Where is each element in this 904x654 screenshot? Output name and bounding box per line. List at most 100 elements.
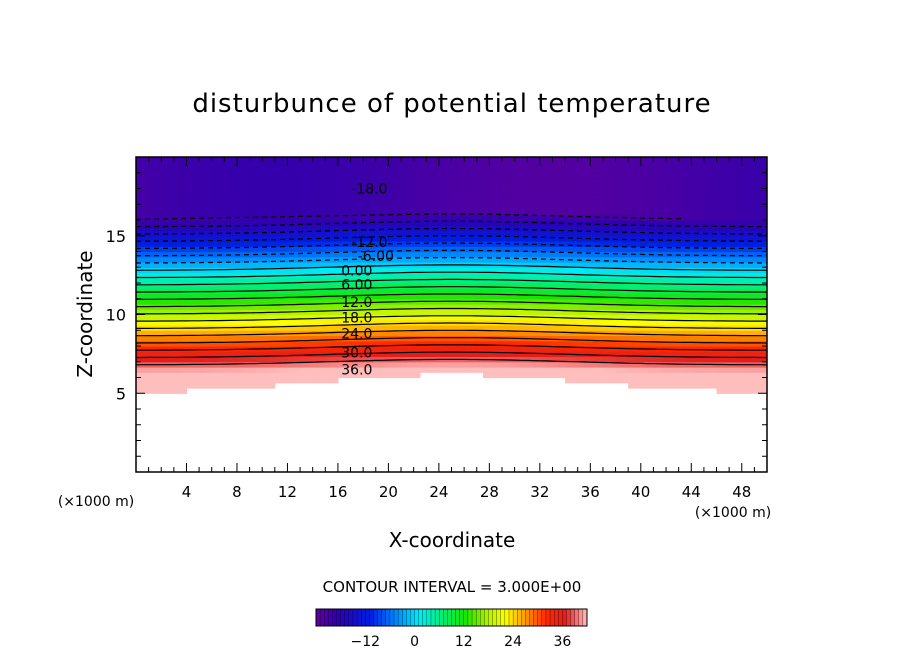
field-cell (470, 230, 478, 237)
field-cell (653, 256, 661, 263)
field-cell (382, 309, 389, 316)
field-cell (684, 225, 692, 232)
field-cell (419, 188, 427, 195)
field-cell (552, 340, 560, 347)
field-cell (703, 346, 711, 352)
field-cell (754, 314, 762, 321)
field-cell (596, 193, 604, 200)
field-cell (552, 272, 560, 279)
field-cell (716, 199, 724, 205)
field-cell (344, 188, 352, 195)
field-cell (413, 361, 421, 368)
field-cell (565, 204, 572, 211)
field-cell (741, 230, 749, 237)
field-cell (161, 340, 169, 347)
field-cell (722, 293, 730, 300)
field-cell (514, 199, 522, 205)
field-cell (293, 356, 301, 363)
field-cell (741, 256, 749, 263)
field-cell (167, 209, 175, 216)
field-cell (722, 183, 730, 190)
colorbar-swatch (574, 608, 580, 627)
field-cell (154, 183, 162, 190)
field-cell (388, 235, 396, 242)
field-cell (741, 183, 749, 190)
field-cell (407, 256, 415, 263)
field-cell (666, 172, 673, 179)
field-cell (596, 298, 604, 305)
field-cell (388, 246, 396, 253)
field-cell (501, 367, 509, 373)
field-cell (230, 162, 238, 169)
field-cell (249, 272, 257, 279)
field-cell (495, 325, 503, 331)
field-cell (306, 267, 314, 274)
field-cell (735, 256, 743, 263)
field-cell (426, 178, 434, 184)
field-cell (375, 319, 383, 326)
field-cell (230, 330, 238, 337)
field-cell (539, 167, 547, 174)
field-cell (697, 340, 705, 347)
field-cell (438, 172, 446, 179)
field-cell (457, 267, 465, 274)
field-cell (413, 304, 421, 310)
field-cell (552, 178, 560, 184)
field-cell (154, 241, 162, 247)
field-cell (666, 314, 673, 321)
field-cell (533, 172, 541, 179)
field-cell (476, 256, 484, 263)
field-cell (527, 172, 535, 179)
field-cell (672, 220, 680, 226)
field-cell (716, 351, 724, 358)
field-cell (331, 246, 339, 253)
field-cell (426, 330, 434, 337)
field-cell (451, 293, 459, 300)
field-cell (684, 293, 692, 300)
field-cell (325, 262, 333, 268)
field-cell (615, 277, 623, 284)
field-cell (413, 251, 421, 258)
field-cell (489, 157, 497, 163)
field-cell (306, 199, 314, 205)
field-cell (748, 319, 755, 326)
field-cell (634, 382, 642, 389)
field-cell (533, 293, 541, 300)
field-cell (539, 246, 547, 253)
field-cell (533, 241, 541, 247)
field-cell (419, 340, 427, 347)
field-cell (552, 162, 560, 169)
field-cell (173, 382, 181, 389)
field-cell (666, 241, 673, 247)
field-cell (684, 172, 692, 179)
field-cell (539, 241, 547, 247)
field-cell (382, 346, 389, 352)
field-cell (287, 298, 295, 305)
contour-line (136, 286, 767, 293)
field-cell (729, 178, 737, 184)
field-cell (508, 204, 516, 211)
field-cell (653, 157, 661, 163)
field-cell (508, 367, 516, 373)
field-cell (527, 262, 535, 268)
field-cell (609, 288, 617, 295)
field-cell (293, 204, 301, 211)
field-cell (552, 167, 560, 174)
field-cell (180, 382, 188, 389)
field-cell (476, 325, 484, 331)
field-cell (142, 214, 150, 221)
field-cell (306, 214, 314, 221)
field-cell (577, 298, 585, 305)
field-cell (148, 262, 156, 268)
field-cell (722, 241, 730, 247)
field-cell (571, 288, 579, 295)
field-cell (640, 325, 648, 331)
field-cell (634, 325, 642, 331)
field-cell (457, 178, 465, 184)
field-cell (382, 220, 389, 226)
field-cell (590, 346, 598, 352)
field-cell (243, 188, 251, 195)
field-cell (318, 256, 326, 263)
field-cell (344, 230, 352, 237)
field-cell (331, 225, 339, 232)
